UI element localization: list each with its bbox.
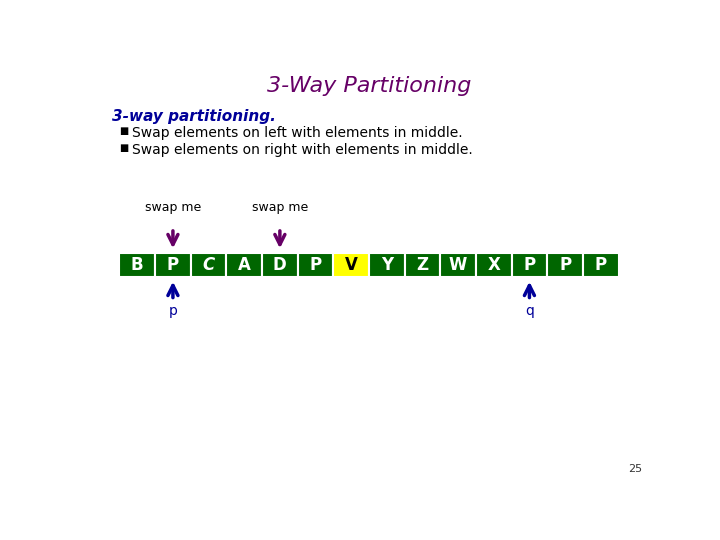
FancyBboxPatch shape	[333, 253, 369, 278]
Text: A: A	[238, 256, 251, 274]
FancyBboxPatch shape	[191, 253, 226, 278]
Text: swap me: swap me	[252, 201, 308, 214]
Text: q: q	[525, 303, 534, 318]
Text: p: p	[168, 303, 177, 318]
Text: B: B	[131, 256, 143, 274]
Text: ■: ■	[120, 143, 129, 153]
FancyBboxPatch shape	[405, 253, 441, 278]
FancyBboxPatch shape	[120, 253, 155, 278]
Text: 25: 25	[628, 464, 642, 475]
Text: P: P	[595, 256, 607, 274]
Text: W: W	[449, 256, 467, 274]
FancyBboxPatch shape	[297, 253, 333, 278]
Text: P: P	[559, 256, 571, 274]
FancyBboxPatch shape	[476, 253, 512, 278]
Text: swap me: swap me	[145, 201, 201, 214]
Text: ■: ■	[120, 126, 129, 137]
Text: P: P	[523, 256, 536, 274]
Text: P: P	[310, 256, 322, 274]
FancyBboxPatch shape	[369, 253, 405, 278]
Text: C: C	[202, 256, 215, 274]
FancyBboxPatch shape	[441, 253, 476, 278]
FancyBboxPatch shape	[155, 253, 191, 278]
FancyBboxPatch shape	[512, 253, 547, 278]
Text: Y: Y	[381, 256, 393, 274]
Text: Swap elements on left with elements in middle.: Swap elements on left with elements in m…	[132, 126, 462, 140]
FancyBboxPatch shape	[226, 253, 262, 278]
Text: D: D	[273, 256, 287, 274]
Text: V: V	[345, 256, 358, 274]
Text: Z: Z	[416, 256, 428, 274]
Text: 3-way partitioning.: 3-way partitioning.	[112, 109, 276, 124]
Text: Swap elements on right with elements in middle.: Swap elements on right with elements in …	[132, 143, 472, 157]
Text: X: X	[487, 256, 500, 274]
FancyBboxPatch shape	[547, 253, 583, 278]
Text: 3-Way Partitioning: 3-Way Partitioning	[267, 76, 471, 96]
FancyBboxPatch shape	[583, 253, 618, 278]
Text: P: P	[167, 256, 179, 274]
FancyBboxPatch shape	[262, 253, 297, 278]
